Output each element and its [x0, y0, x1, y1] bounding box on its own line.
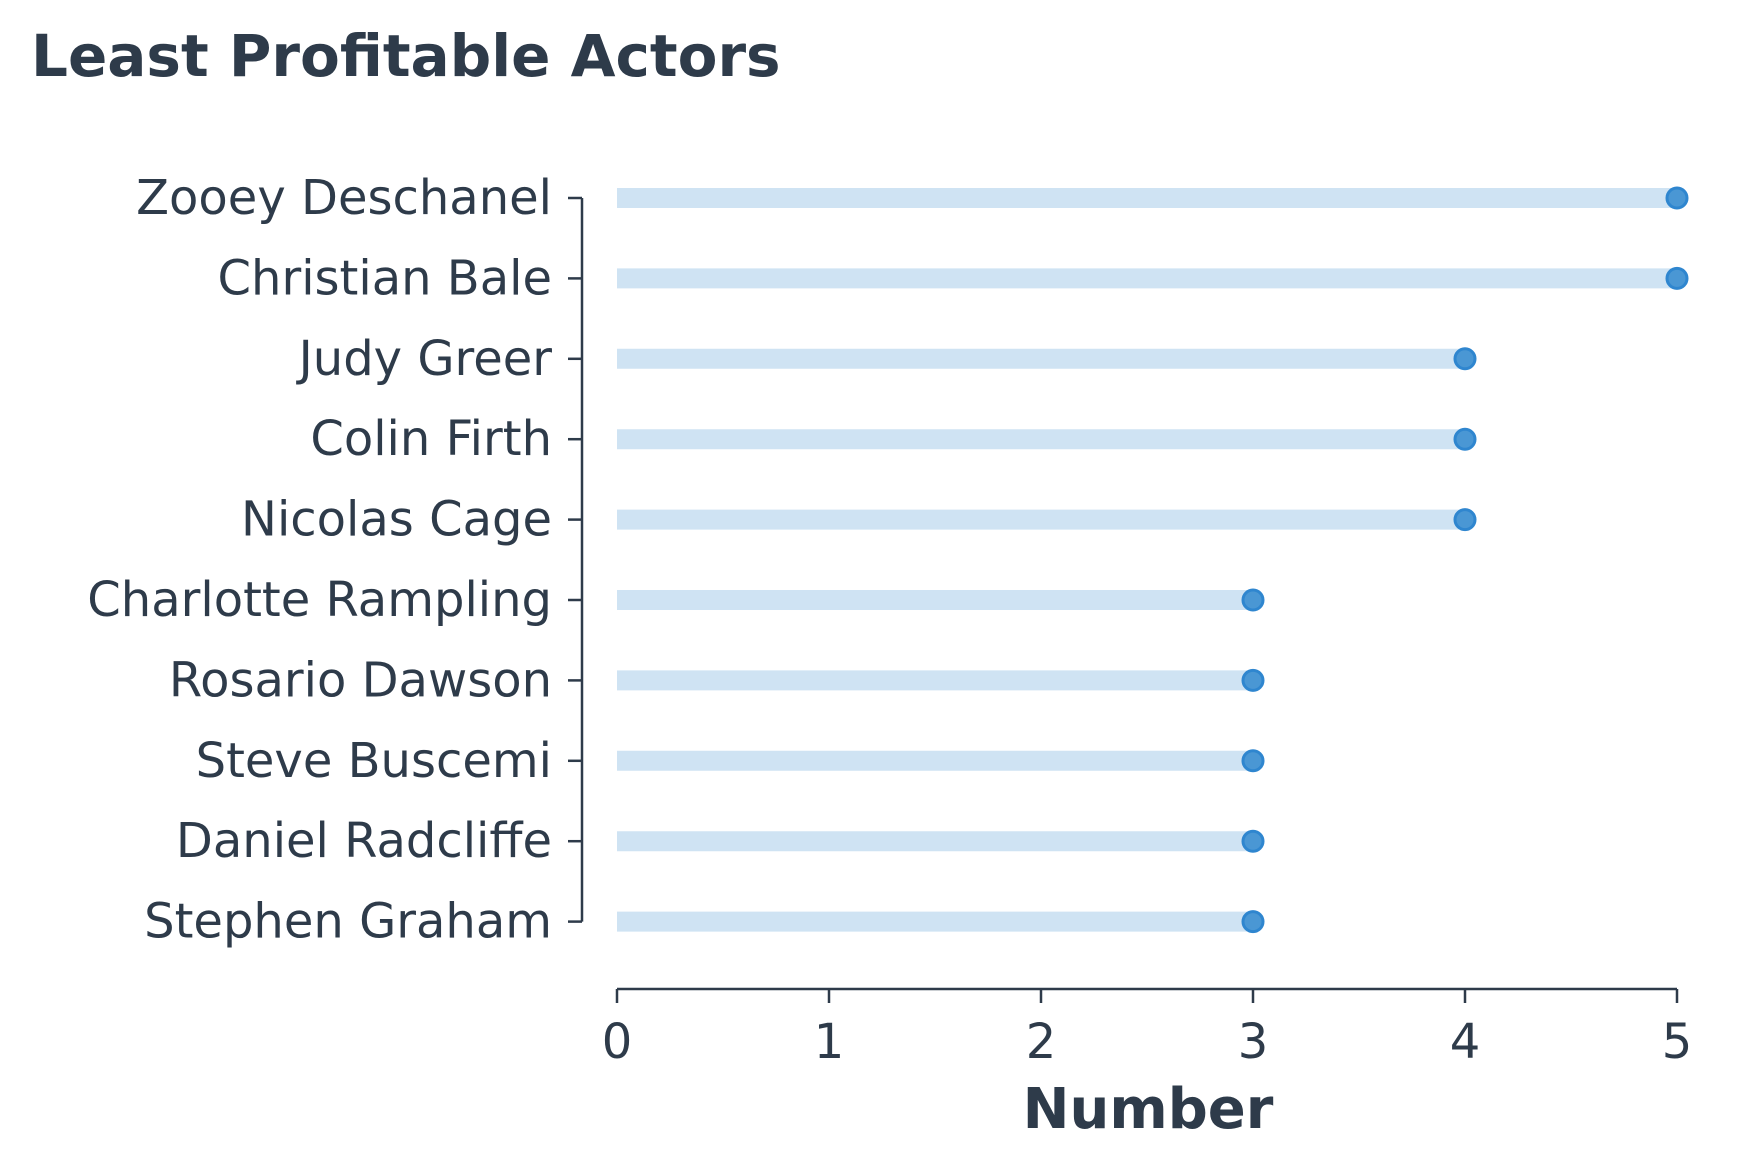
y-tick-label: Rosario Dawson: [169, 652, 552, 708]
lollipop-marker: [1453, 427, 1477, 451]
lollipop-marker: [1665, 186, 1689, 210]
y-tick-label: Steve Buscemi: [196, 733, 552, 789]
x-tick-label: 2: [1026, 1014, 1057, 1070]
y-axis: Zooey Deschanel Christian Bale Judy Greer C…: [87, 170, 584, 950]
lollipop-marker: [1665, 266, 1689, 290]
x-tick-label: 4: [1450, 1014, 1481, 1070]
x-axis: 0 1 2 3 4 5: [602, 987, 1693, 1070]
lollipop-marker: [1241, 829, 1265, 853]
lollipop-marker: [1241, 910, 1265, 934]
markers: [1241, 186, 1689, 934]
lollipop-marker: [1453, 508, 1477, 532]
lollipop-marker: [1241, 668, 1265, 692]
y-tick-label: Christian Bale: [218, 250, 552, 306]
x-tick-label: 3: [1238, 1014, 1269, 1070]
y-tick-label: Stephen Graham: [144, 894, 552, 950]
y-tick-label: Judy Greer: [296, 331, 553, 387]
y-tick-label: Daniel Radcliffe: [176, 813, 552, 869]
x-axis-title: Number: [1023, 1077, 1274, 1142]
lollipop-marker: [1241, 588, 1265, 612]
x-tick-label: 5: [1662, 1014, 1693, 1070]
lollipop-marker: [1453, 347, 1477, 371]
y-tick-label: Colin Firth: [310, 411, 552, 467]
stems: [617, 188, 1677, 932]
y-tick-label: Zooey Deschanel: [136, 170, 552, 226]
y-tick-label: Nicolas Cage: [241, 492, 552, 548]
y-tick-label: Charlotte Rampling: [87, 572, 552, 628]
x-tick-label: 0: [602, 1014, 633, 1070]
x-tick-label: 1: [814, 1014, 845, 1070]
lollipop-marker: [1241, 749, 1265, 773]
chart-title: Least Profitable Actors: [31, 22, 781, 90]
